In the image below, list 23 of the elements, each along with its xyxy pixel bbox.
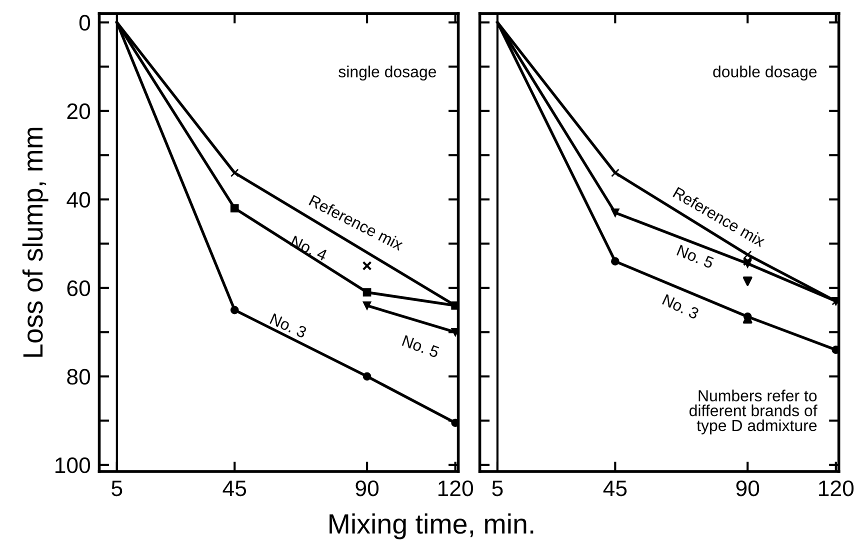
text: No. 3 (662, 294, 700, 320)
x-tick-label: 5 (492, 480, 503, 496)
annotation: single dosage (338, 66, 436, 81)
x-tick-label: 90 (736, 480, 760, 496)
text: No. 5 (676, 244, 714, 269)
y-tick-label: 20 (67, 103, 90, 120)
x-axis-title: Mixing time, min. (330, 513, 534, 540)
x-tick-label: 120 (438, 480, 473, 496)
y-tick-label: 0 (79, 14, 90, 31)
y-axis-title: Loss of slump, mm (22, 128, 48, 357)
y-tick-label: 100 (56, 457, 90, 474)
x-tick-label: 45 (222, 480, 246, 496)
x-tick-label: 45 (603, 480, 627, 496)
legend-label: No. 5 (402, 335, 440, 358)
text: No. 3 (270, 313, 308, 338)
x-tick-label: 5 (112, 480, 122, 496)
y-tick-label: 60 (67, 280, 90, 296)
y-tick-label: 80 (67, 368, 90, 385)
x-tick-label: 120 (819, 480, 854, 496)
annotation: Numbers refer to different brands of type D admixture (690, 390, 818, 434)
y-tick-label: 40 (66, 192, 90, 208)
x-tick-label: 90 (356, 480, 379, 496)
annotation: double dosage (713, 66, 817, 81)
